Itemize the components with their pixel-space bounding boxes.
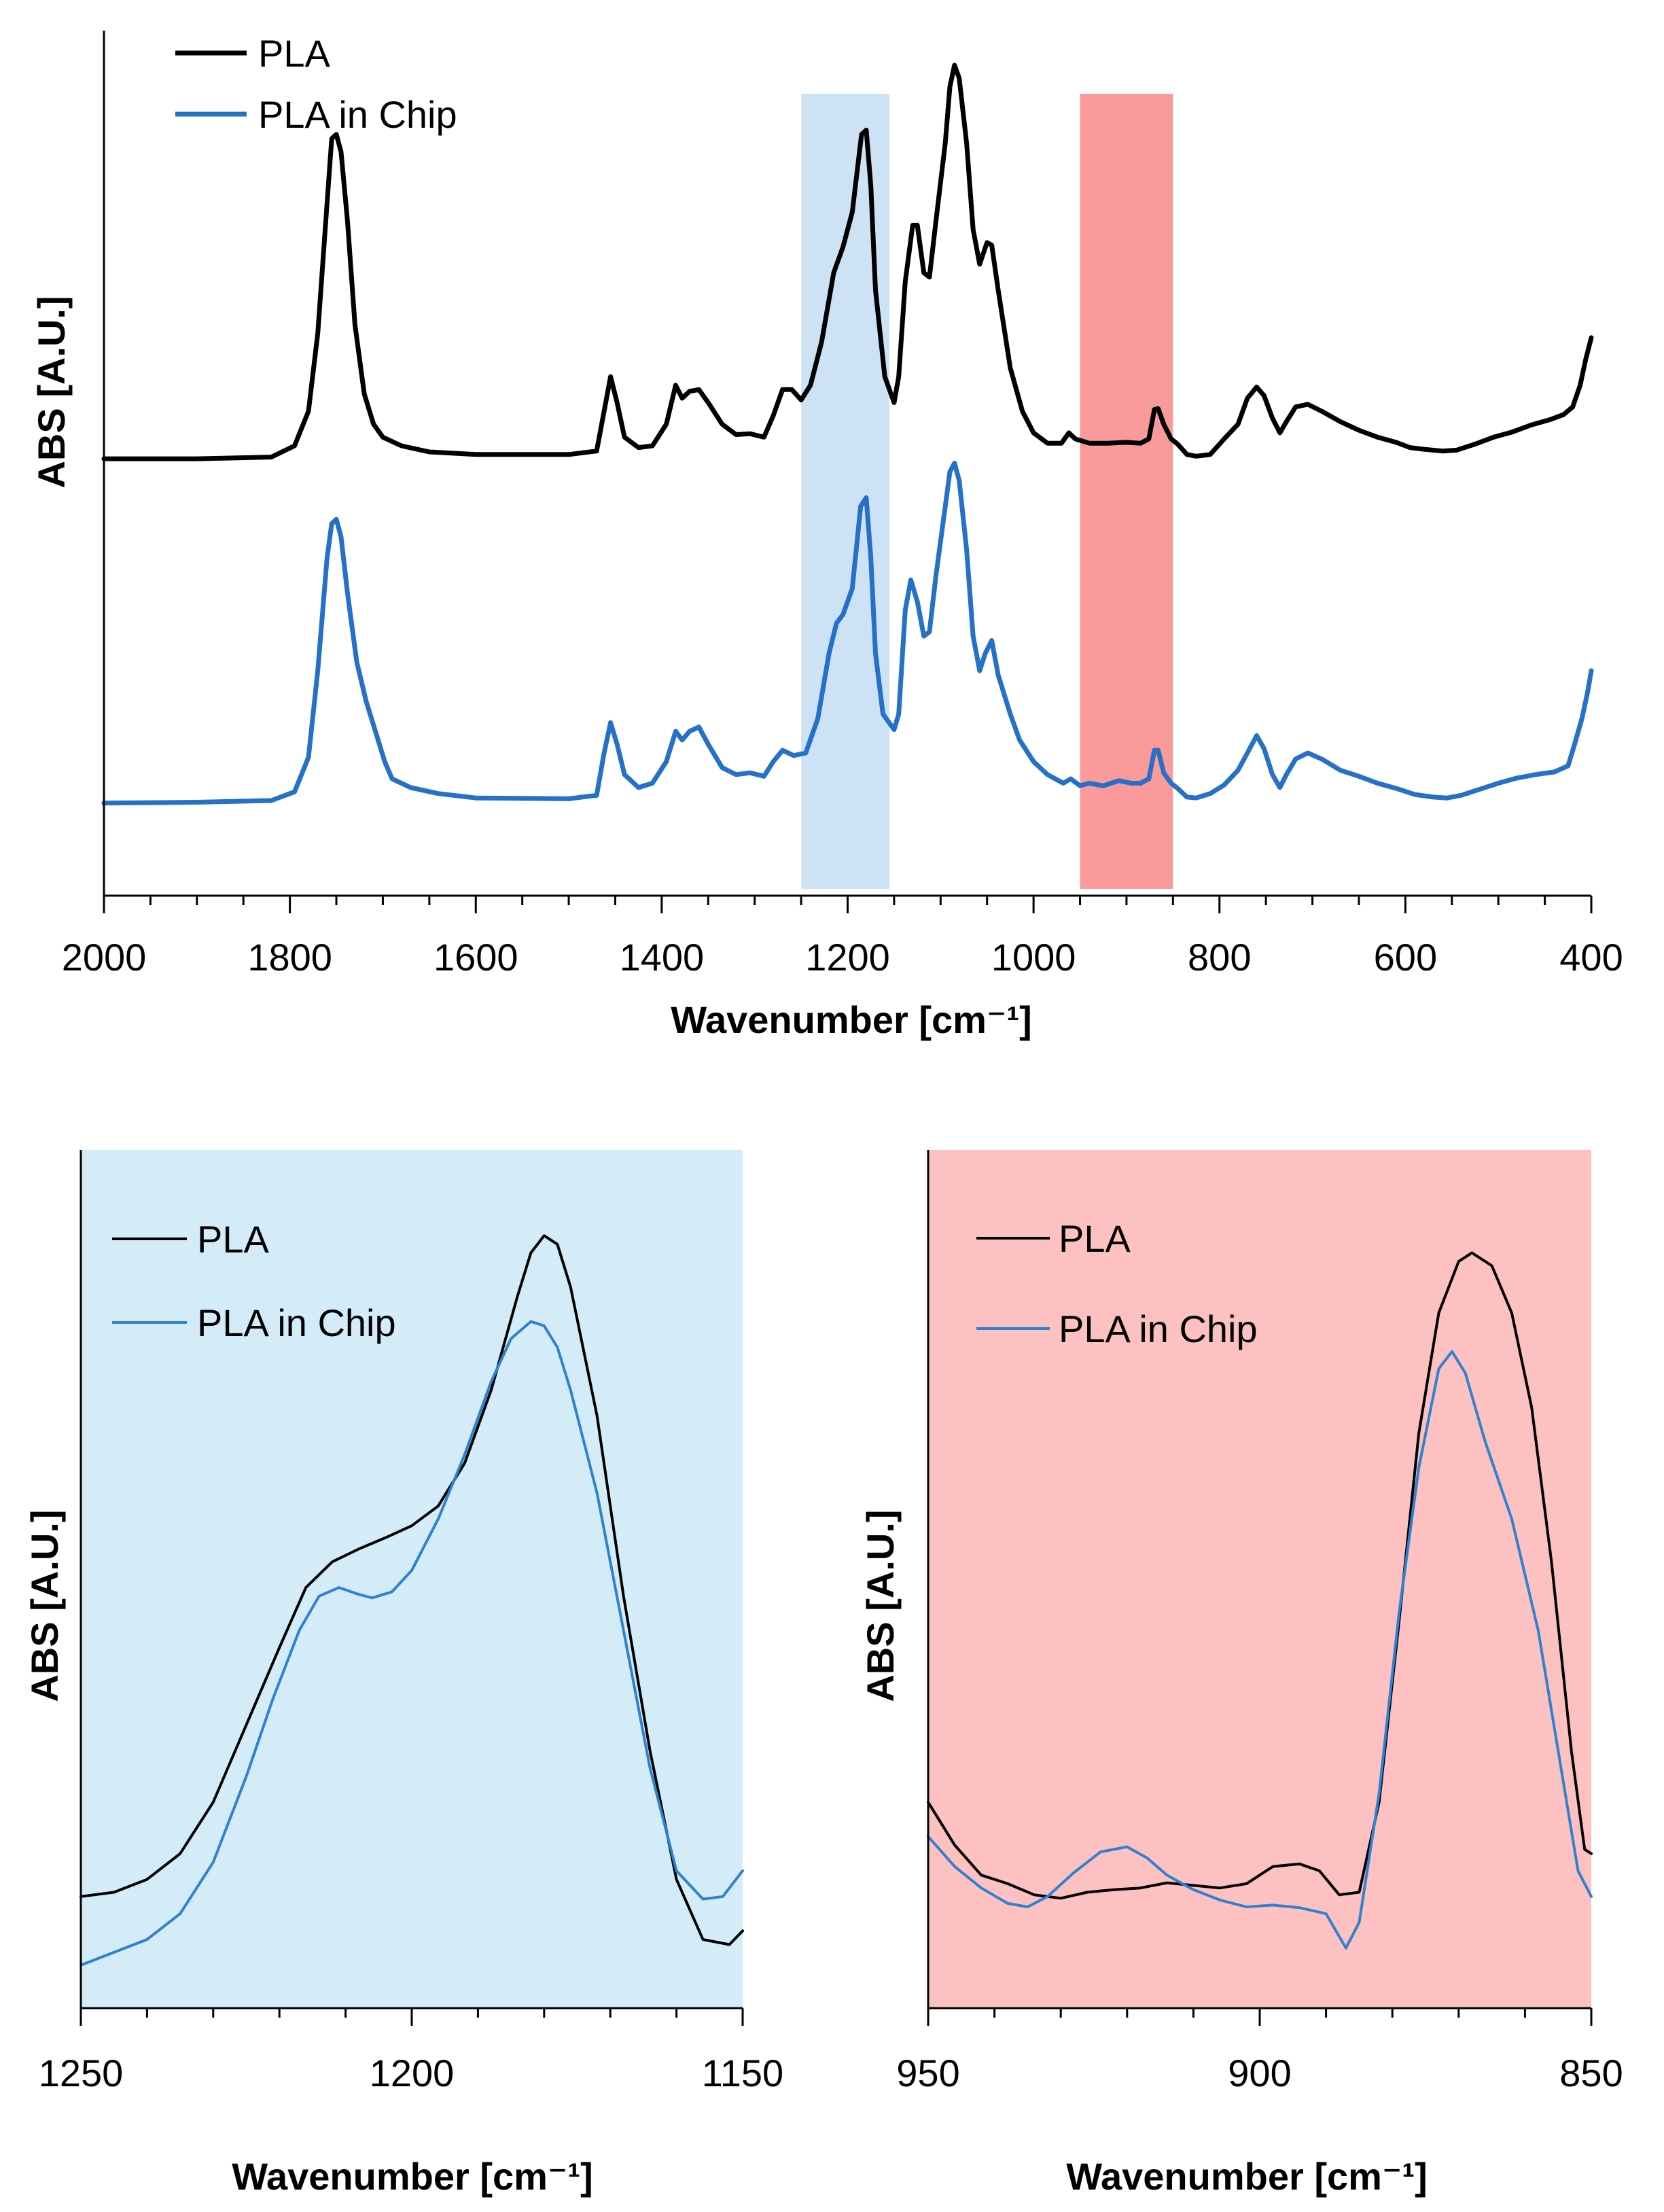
legend-label-pla-in-chip: PLA in Chip: [197, 1301, 396, 1344]
bottom-right-chart: 950 900 850 Wavenumber [cm⁻¹] ABS [A.U.] P…: [859, 1150, 1623, 2198]
plot-lines: [79, 1234, 744, 1967]
legend-label-pla-in-chip: PLA in Chip: [1059, 1307, 1258, 1350]
x-axis-title: Wavenumber [cm⁻¹]: [1066, 2155, 1428, 2198]
x-tick-label: 1000: [991, 936, 1076, 979]
plot-background: [81, 1150, 743, 2008]
highlight-bands: [801, 94, 1173, 889]
legend-label-pla-in-chip: PLA in Chip: [258, 93, 457, 136]
x-ticks: 1250 1200 1150: [39, 2008, 783, 2094]
plot-lines: [927, 1251, 1593, 1950]
series-line-pla-in-chip: [927, 1350, 1593, 1950]
x-ticks: 2000 1800 1600 1400 1200 1000 800 600 400: [62, 896, 1623, 979]
y-axis-title: ABS [A.U.]: [859, 1509, 902, 1702]
legend-label-pla: PLA: [1059, 1217, 1131, 1260]
x-ticks: 950 900 850: [896, 2008, 1623, 2094]
x-tick-label: 1600: [433, 936, 518, 979]
legend-label-pla: PLA: [197, 1218, 269, 1261]
highlight-band-2: [1080, 94, 1173, 889]
x-axis-title: Wavenumber [cm⁻¹]: [671, 998, 1032, 1041]
series-line-pla: [79, 1234, 744, 1946]
x-tick-label: 1150: [702, 2052, 783, 2094]
x-tick-label: 1200: [805, 936, 890, 979]
series-line-pla: [927, 1251, 1593, 1900]
x-tick-label: 400: [1559, 936, 1623, 979]
x-tick-label: 600: [1374, 936, 1437, 979]
y-axis-title: ABS [A.U.]: [23, 1509, 66, 1702]
x-tick-label: 1800: [247, 936, 332, 979]
x-tick-label: 1250: [39, 2052, 124, 2094]
series-line-pla-in-chip: [79, 1320, 744, 1967]
legend: PLA PLA in Chip: [976, 1217, 1258, 1350]
x-tick-label: 1400: [620, 936, 705, 979]
x-axis-title: Wavenumber [cm⁻¹]: [232, 2155, 593, 2198]
x-tick-label: 2000: [62, 936, 147, 979]
x-tick-label: 850: [1559, 2052, 1623, 2094]
x-tick-label: 900: [1228, 2052, 1291, 2094]
bottom-left-chart: 1250 1200 1150 Wavenumber [cm⁻¹] ABS [A.U.…: [23, 1150, 783, 2198]
legend-label-pla: PLA: [258, 32, 330, 75]
highlight-band-1: [801, 94, 890, 889]
x-tick-label: 950: [896, 2052, 959, 2094]
x-tick-label: 800: [1188, 936, 1251, 979]
plot-background: [928, 1150, 1591, 2008]
legend: PLA PLA in Chip: [112, 1218, 396, 1344]
top-chart: 2000 1800 1600 1400 1200 1000 800 600 400 Wavenu…: [30, 31, 1623, 1041]
series-line-pla: [101, 63, 1594, 461]
series-line-pla-in-chip: [101, 461, 1594, 806]
legend: PLA PLA in Chip: [175, 32, 457, 136]
x-tick-label: 1200: [370, 2052, 455, 2094]
plot-lines: [101, 63, 1594, 806]
y-axis-title: ABS [A.U.]: [30, 296, 73, 488]
